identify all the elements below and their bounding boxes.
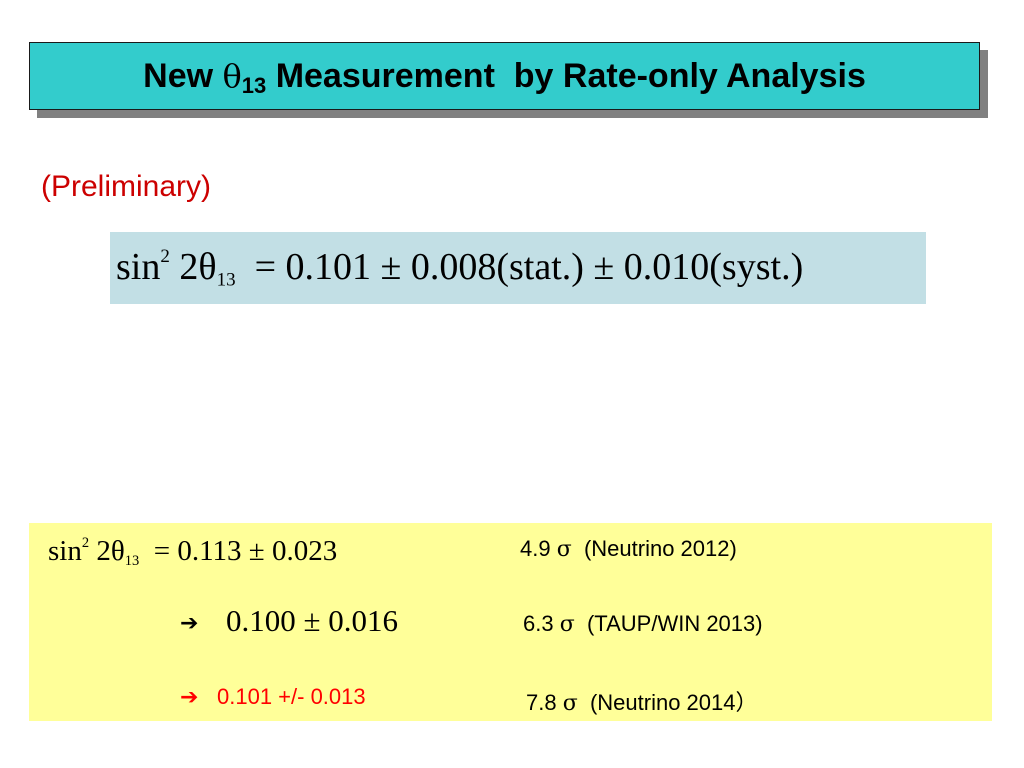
title-prefix: New — [143, 56, 223, 95]
significance-value: 7.8 — [526, 690, 563, 715]
main-result-box — [110, 232, 926, 304]
arrow-right-icon: ➔ — [180, 611, 199, 636]
history-equation: sin2 2θ13 = 0.113 ± 0.023 — [48, 535, 337, 568]
significance-row: 7.8 σ (Neutrino 2014） — [526, 685, 758, 717]
sigma-symbol: σ — [556, 537, 572, 562]
eq-value: = 0.101 ± 0.008(stat.) ± 0.010(syst.) — [235, 246, 804, 288]
conference-source: (Neutrino 2014） — [577, 690, 758, 715]
eq-angle: 2θ — [169, 246, 217, 288]
conference-source: (Neutrino 2012) — [571, 536, 737, 561]
history-box — [29, 523, 992, 721]
significance-value: 6.3 — [523, 611, 560, 636]
history-eq-angle: 2θ — [89, 535, 125, 567]
conference-source: (TAUP/WIN 2013) — [574, 611, 763, 636]
slide-title-box: New θ13 Measurement by Rate-only Analysi… — [29, 42, 980, 110]
significance-row: 6.3 σ (TAUP/WIN 2013) — [523, 611, 763, 637]
main-result-equation: sin2 2θ13 = 0.101 ± 0.008(stat.) ± 0.010… — [116, 245, 804, 291]
sigma-symbol: σ — [559, 612, 575, 637]
history-eq-power: 2 — [81, 534, 90, 551]
history-second-value: 0.100 ± 0.016 — [226, 603, 399, 638]
significance-row: 4.9 σ (Neutrino 2012) — [520, 536, 737, 562]
significance-value: 4.9 — [520, 536, 557, 561]
eq-power: 2 — [160, 245, 170, 267]
title-subscript: 13 — [241, 72, 267, 98]
sigma-symbol: σ — [562, 691, 578, 716]
slide-title: New θ13 Measurement by Rate-only Analysi… — [143, 56, 866, 98]
title-theta: θ — [222, 56, 242, 95]
eq-sin: sin — [116, 246, 161, 288]
history-eq-sin: sin — [48, 535, 82, 567]
arrow-right-icon: ➔ — [180, 685, 199, 710]
eq-subscript: 13 — [216, 269, 236, 291]
preliminary-label: (Preliminary) — [41, 170, 212, 203]
title-suffix: Measurement by Rate-only Analysis — [266, 56, 866, 95]
history-third-value: 0.101 +/- 0.013 — [217, 684, 366, 709]
history-eq-value: = 0.113 ± 0.023 — [139, 535, 338, 567]
history-eq-subscript: 13 — [124, 553, 140, 570]
